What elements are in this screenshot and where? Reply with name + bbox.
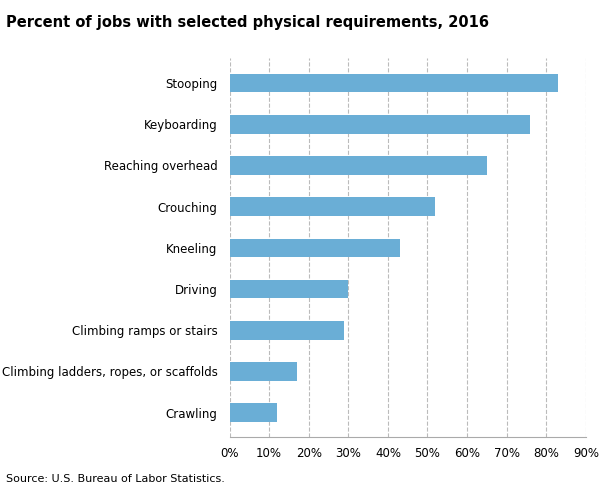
Bar: [230, 156, 487, 175]
Text: Source: U.S. Bureau of Labor Statistics.: Source: U.S. Bureau of Labor Statistics.: [6, 473, 225, 484]
Bar: [230, 403, 277, 422]
Bar: [230, 280, 349, 298]
Bar: [230, 74, 558, 92]
Bar: [230, 115, 530, 134]
Bar: [230, 321, 344, 340]
Text: Percent of jobs with selected physical requirements, 2016: Percent of jobs with selected physical r…: [6, 15, 489, 30]
Bar: [230, 239, 400, 257]
Bar: [230, 197, 435, 216]
Bar: [230, 362, 297, 381]
